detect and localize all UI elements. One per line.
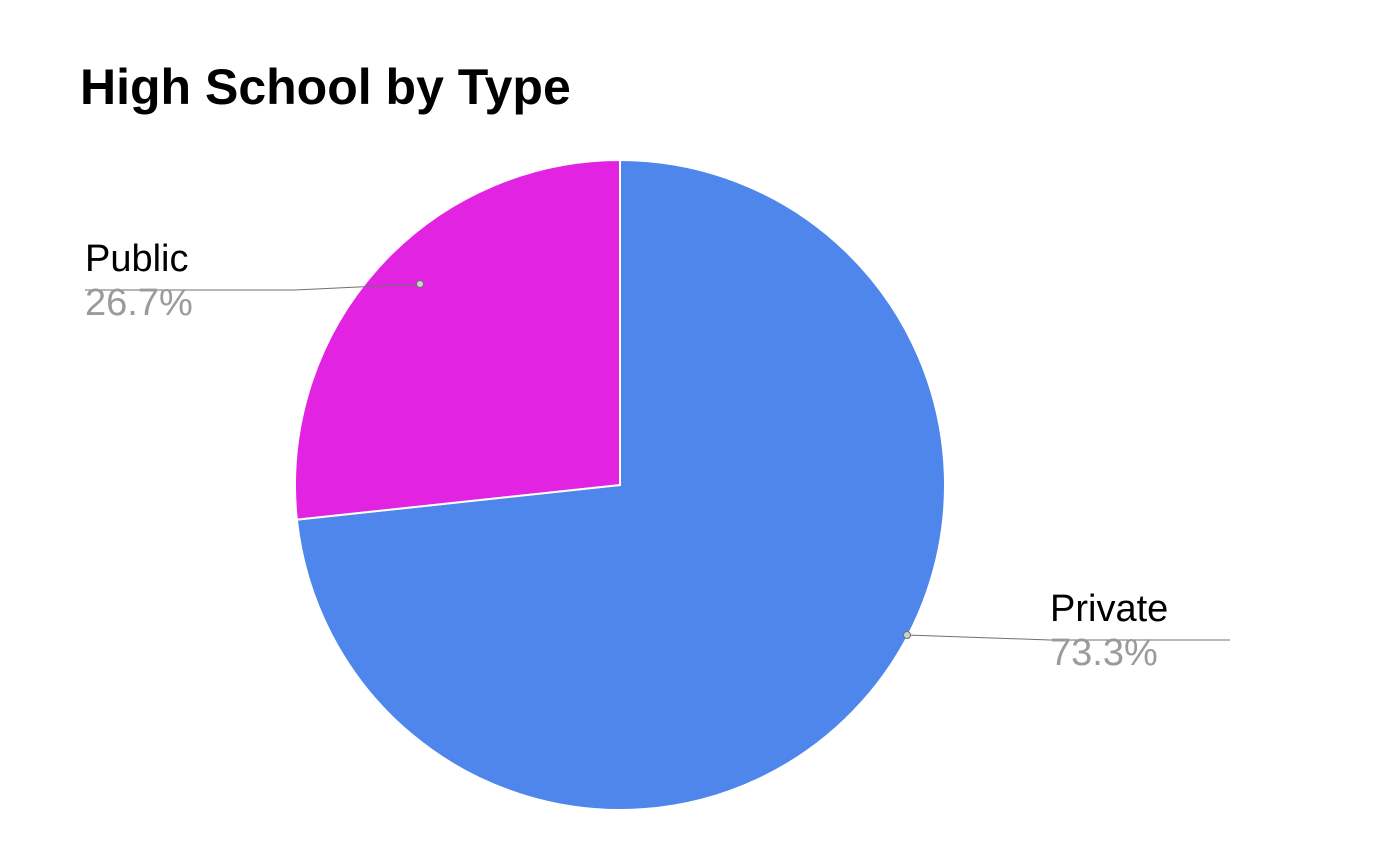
leader-dot [904, 632, 911, 639]
callout-private-pct: 73.3% [1050, 632, 1168, 676]
callout-private-name: Private [1050, 588, 1168, 632]
leader-dot [417, 281, 424, 288]
chart-container: High School by Type Private 73.3% Public… [0, 0, 1400, 868]
callout-public: Public 26.7% [85, 238, 193, 325]
callout-public-pct: 26.7% [85, 282, 193, 326]
pie-slices [295, 160, 945, 810]
pie-slice-public [295, 160, 620, 520]
pie-chart-svg [0, 0, 1400, 868]
callout-private: Private 73.3% [1050, 588, 1168, 675]
callout-public-name: Public [85, 238, 193, 282]
